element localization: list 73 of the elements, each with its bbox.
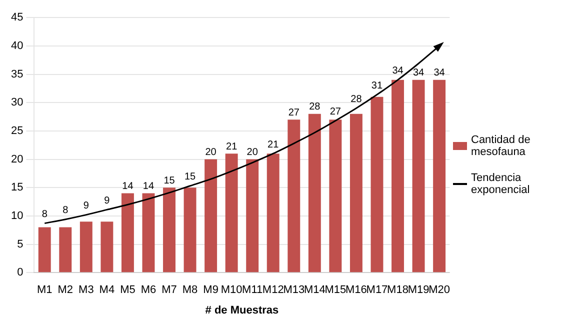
x-tick-label: M8 [182, 284, 198, 296]
data-label: 34 [392, 66, 404, 77]
x-tick-label: M1 [36, 284, 52, 296]
x-tick-label: M2 [58, 284, 74, 296]
bar [308, 114, 321, 272]
data-label: 14 [142, 181, 154, 192]
bar [163, 188, 176, 272]
x-tick-label: M10 [220, 284, 242, 296]
x-tick-label: M4 [99, 284, 115, 296]
x-tick-label: M20 [428, 284, 450, 296]
bar [370, 96, 384, 272]
data-label: 31 [371, 80, 383, 92]
x-axis-title: # de Muestras [205, 304, 279, 316]
x-tick-label: M7 [162, 284, 177, 296]
bar [266, 154, 280, 272]
bar [38, 227, 51, 272]
data-label: 15 [184, 172, 196, 183]
data-label: 20 [246, 147, 258, 158]
bar [100, 222, 114, 272]
bar [329, 120, 342, 272]
data-label: 28 [309, 102, 321, 113]
y-tick-label: 30 [10, 96, 24, 109]
bar [204, 159, 218, 272]
bar [246, 159, 259, 272]
y-tick-label: 25 [10, 124, 24, 137]
data-label: 21 [226, 141, 238, 152]
data-label: 28 [350, 94, 362, 106]
bar [142, 193, 155, 272]
x-tick-label: M3 [78, 284, 94, 296]
bar [350, 114, 362, 272]
y-tick-label: 35 [10, 68, 24, 80]
data-label: 27 [288, 107, 300, 118]
x-tick-label: M6 [140, 284, 156, 296]
y-tick-label: 15 [10, 182, 24, 194]
data-label: 15 [164, 175, 176, 186]
x-tick-label: M15 [324, 284, 346, 296]
bar [225, 154, 238, 272]
x-tick-label: M14 [304, 284, 326, 296]
bar [392, 80, 404, 272]
x-tick-label: M11 [242, 284, 263, 296]
data-label: 27 [330, 106, 342, 118]
x-tick-label: M5 [120, 284, 136, 296]
data-label: 34 [434, 68, 446, 79]
bar [412, 80, 425, 272]
legend-label: Tendencia exponencial [471, 172, 531, 196]
bar [80, 222, 92, 272]
x-tick-label: M9 [203, 284, 218, 296]
bar [288, 120, 300, 272]
data-label: 14 [122, 181, 134, 192]
x-tick-label: M16 [346, 284, 367, 296]
data-label: 9 [104, 195, 110, 206]
x-tick-label: M17 [366, 284, 388, 296]
x-tick-label: M13 [283, 284, 305, 296]
x-tick-label: M18 [387, 284, 408, 296]
bar [59, 227, 72, 272]
data-label: 21 [268, 139, 280, 150]
x-tick-label: M19 [408, 284, 430, 296]
data-label: 8 [42, 209, 48, 220]
y-tick-label: 5 [17, 238, 24, 250]
data-label: 9 [83, 200, 90, 212]
y-tick-label: 20 [10, 153, 24, 166]
y-tick-label: 40 [10, 40, 24, 52]
bar [184, 188, 196, 272]
y-tick-label: 0 [17, 266, 24, 279]
bar [433, 80, 446, 272]
data-label: 8 [62, 205, 69, 216]
data-label: 20 [205, 147, 217, 158]
bar [121, 193, 134, 272]
x-tick-label: M12 [262, 284, 284, 296]
y-tick-label: 10 [10, 210, 24, 222]
data-label: 34 [412, 68, 425, 79]
y-tick-label: 45 [10, 12, 24, 24]
legend-label: Cantidad de mesofauna [471, 134, 532, 158]
